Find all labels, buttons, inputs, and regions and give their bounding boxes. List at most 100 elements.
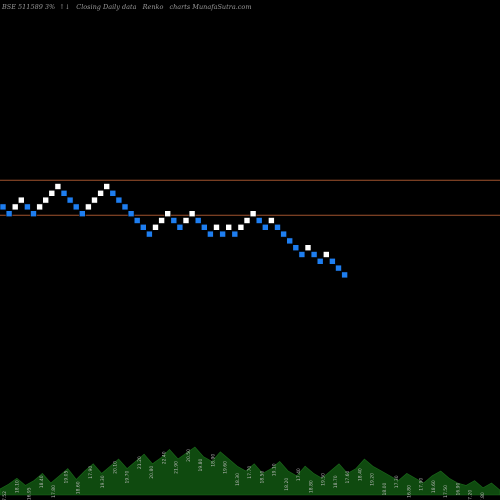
up-brick xyxy=(322,251,330,258)
down-brick xyxy=(72,203,80,211)
down-brick xyxy=(310,251,318,258)
up-brick xyxy=(249,210,257,217)
up-brick xyxy=(85,203,92,211)
volume-label: 20.10 xyxy=(112,461,118,474)
volume-label: 18.40 xyxy=(39,475,45,488)
down-brick xyxy=(146,230,153,238)
volume-label: 19.70 xyxy=(125,470,131,483)
volume-label: 17.30 xyxy=(394,475,400,488)
down-brick xyxy=(5,210,13,217)
volume-label: 17.50 xyxy=(443,485,449,498)
down-brick xyxy=(280,230,287,238)
up-brick xyxy=(182,217,190,224)
volume-label: 19.10 xyxy=(272,463,278,476)
volume-label: 19.60 xyxy=(223,461,229,474)
volume-label: 17.90 xyxy=(419,478,425,491)
volume-label: 21.90 xyxy=(174,461,180,474)
down-brick xyxy=(0,203,7,211)
volume-label: 22.40 xyxy=(161,451,167,464)
down-brick xyxy=(298,251,306,258)
volume-label: 17.90 xyxy=(88,466,94,479)
volume-label: 17.80 xyxy=(480,492,486,500)
volume-label: 18.10 xyxy=(14,480,20,493)
down-brick xyxy=(329,257,336,265)
volume-label: 16.90 xyxy=(455,482,461,495)
volume-label: 18.90 xyxy=(210,454,216,467)
down-brick xyxy=(286,237,294,245)
down-brick xyxy=(121,203,129,211)
down-brick xyxy=(60,190,68,197)
volume-label: 21.20 xyxy=(137,456,143,469)
up-brick xyxy=(91,196,98,204)
up-brick xyxy=(36,203,43,211)
down-brick xyxy=(231,230,239,238)
down-brick xyxy=(219,230,226,238)
volume-area xyxy=(0,446,500,496)
up-brick xyxy=(152,224,159,231)
down-brick xyxy=(115,196,123,204)
volume-label: 19.20 xyxy=(370,473,376,486)
down-brick xyxy=(335,264,342,272)
down-brick xyxy=(261,224,269,231)
chart-name-label: Renko xyxy=(142,3,164,11)
up-brick xyxy=(11,203,19,211)
volume-label: 17.80 xyxy=(51,485,57,498)
volume-label: 18.20 xyxy=(284,478,290,491)
down-brick xyxy=(255,217,263,224)
volume-label: 19.05 xyxy=(63,470,69,483)
down-brick xyxy=(316,257,324,265)
down-brick xyxy=(79,210,86,217)
volume-label: 16.80 xyxy=(406,485,412,498)
volume-label: 17.70 xyxy=(247,466,253,479)
arrows-label: ↑↓ xyxy=(59,3,71,11)
down-brick xyxy=(292,244,300,251)
up-brick xyxy=(188,210,196,217)
volume-label: 18.40 xyxy=(357,468,363,481)
site-label: charts MunafaSutra.com xyxy=(169,3,252,11)
down-brick xyxy=(30,210,37,217)
down-brick xyxy=(170,217,178,224)
up-brick xyxy=(54,183,62,190)
down-brick xyxy=(194,217,202,224)
down-brick xyxy=(201,224,208,231)
volume-label: 17.40 xyxy=(296,468,302,481)
down-brick xyxy=(140,224,147,231)
volume-label: 18.60 xyxy=(76,481,82,494)
down-brick xyxy=(127,210,135,217)
down-brick xyxy=(176,224,184,231)
up-brick xyxy=(17,196,25,204)
up-brick xyxy=(48,190,56,197)
up-brick xyxy=(225,224,232,231)
chart-header: BSE 511589 3% ↑↓ Closing Daily data Renko… xyxy=(2,3,256,11)
description-label: Closing Daily data xyxy=(76,3,137,11)
up-brick xyxy=(213,224,220,231)
up-brick xyxy=(237,224,245,231)
up-brick xyxy=(164,210,171,217)
symbol-label: BSE 511589 3% xyxy=(2,3,56,11)
volume-label: 18.50 xyxy=(259,470,265,483)
volume-label: 19.30 xyxy=(100,475,106,488)
up-brick xyxy=(243,217,251,224)
volume-label: 17.20 xyxy=(468,490,474,500)
volume-label: 18.80 xyxy=(308,480,314,493)
volume-label: 19.50 xyxy=(321,473,327,486)
volume-label: 19.80 xyxy=(198,458,204,471)
up-brick xyxy=(304,244,312,251)
down-brick xyxy=(274,224,281,231)
up-brick xyxy=(97,190,104,197)
down-brick xyxy=(133,217,141,224)
volume-label: 20.80 xyxy=(149,466,155,479)
volume-label: 18.70 xyxy=(333,475,339,488)
up-brick xyxy=(42,196,50,204)
up-brick xyxy=(158,217,165,224)
down-brick xyxy=(66,196,74,204)
volume-label: 16.95 xyxy=(27,487,33,500)
down-brick xyxy=(341,271,348,279)
up-brick xyxy=(268,217,275,224)
volume-label: 18.30 xyxy=(235,473,241,486)
volume-label: 18.60 xyxy=(431,480,437,493)
up-brick xyxy=(103,183,110,190)
down-brick xyxy=(109,190,117,197)
volume-label: 17.60 xyxy=(345,470,351,483)
